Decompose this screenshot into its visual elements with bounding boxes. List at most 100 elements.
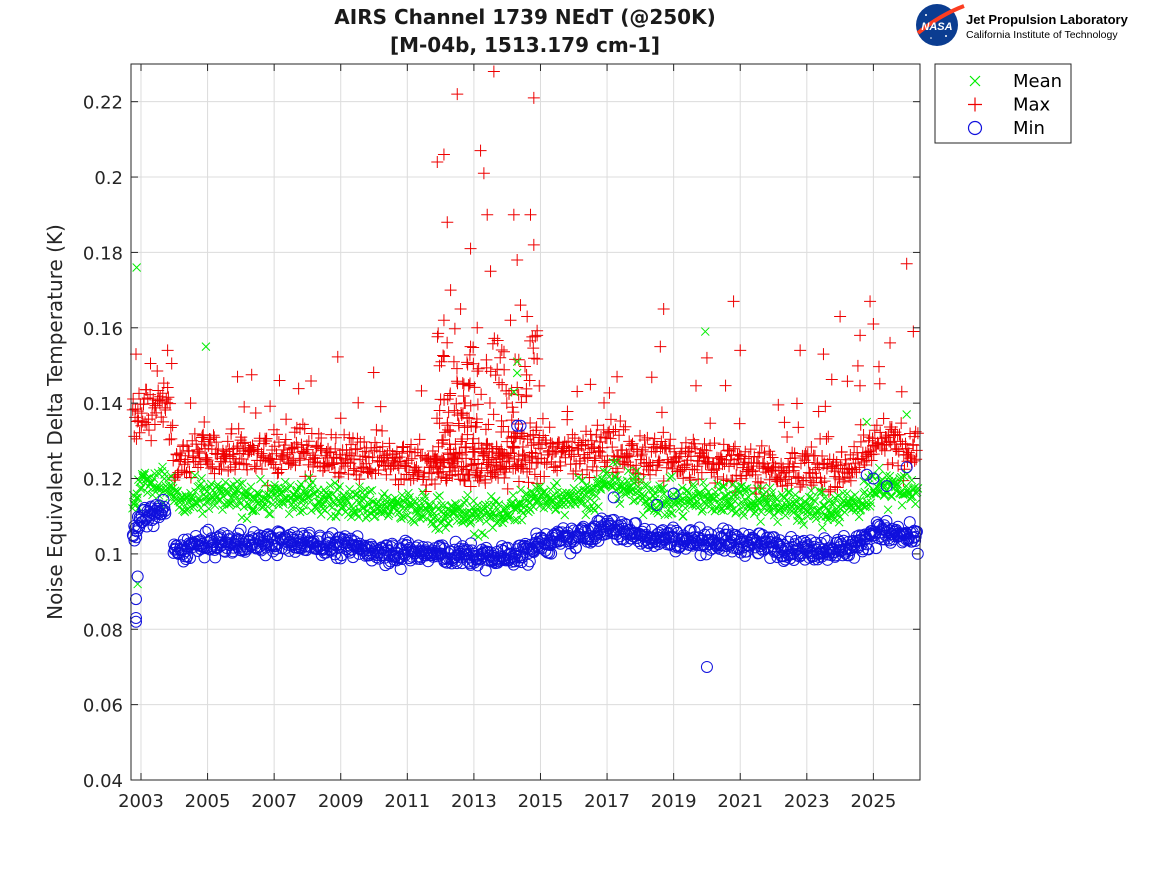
data-point-max [352, 396, 365, 409]
data-point-max [527, 342, 540, 355]
data-point-max [867, 448, 880, 461]
data-point-mean [713, 479, 722, 489]
x-tick-label: 2015 [518, 791, 564, 812]
data-point-mean [582, 503, 592, 513]
data-point-max [443, 425, 456, 438]
data-point-max [781, 430, 794, 443]
data-point-max [520, 382, 533, 395]
outlier-point-max [734, 344, 747, 357]
data-point-max [391, 458, 404, 471]
outlier-point-max [700, 351, 713, 364]
data-point-mean [259, 502, 269, 512]
data-point-min [159, 507, 172, 520]
data-point-max [471, 365, 484, 378]
data-point-min [514, 549, 527, 562]
data-point-max [429, 451, 442, 464]
data-point-mean [480, 530, 490, 540]
outlier-point-max [854, 329, 867, 342]
data-point-max [751, 475, 764, 488]
data-point-max [623, 450, 636, 463]
data-point-min [170, 540, 183, 553]
data-point-max [651, 459, 664, 472]
data-point-mean [665, 473, 675, 483]
data-point-max [782, 458, 795, 471]
data-point-mean [661, 500, 670, 509]
data-point-max [333, 467, 346, 480]
data-point-mean [335, 482, 344, 491]
x-tick-label: 2013 [451, 791, 497, 812]
data-point-mean [260, 479, 270, 489]
data-point-max [285, 441, 298, 454]
data-point-max [591, 419, 604, 432]
data-point-mean [573, 473, 583, 482]
data-point-max [907, 439, 920, 452]
data-point-max [893, 428, 906, 441]
data-point-max [444, 443, 457, 456]
data-point-max [448, 404, 461, 417]
data-point-mean [602, 467, 612, 477]
data-point-mean [785, 487, 794, 497]
data-point-max [802, 456, 815, 469]
data-point-max [472, 437, 485, 450]
data-point-max [692, 473, 705, 486]
data-point-max [863, 431, 876, 444]
outlier-point-min [860, 468, 873, 481]
data-point-max [790, 397, 803, 410]
data-point-mean [213, 480, 223, 490]
data-point-mean [365, 486, 375, 496]
data-point-max [201, 455, 213, 468]
data-point-max [405, 452, 418, 465]
data-point-min [202, 523, 215, 536]
data-point-mean [380, 489, 389, 498]
data-point-max [436, 454, 449, 467]
data-point-max [831, 481, 844, 494]
data-point-max [293, 454, 306, 467]
data-point-max [908, 454, 921, 467]
data-point-mean [789, 504, 799, 514]
data-point-max [461, 358, 474, 371]
data-point-max [388, 452, 401, 465]
data-point-max [491, 334, 504, 347]
outlier-point-mean [201, 342, 211, 351]
data-point-mean [817, 487, 827, 497]
data-point-max [334, 466, 347, 479]
data-point-mean [530, 489, 539, 498]
series-max [126, 65, 924, 502]
data-point-min [351, 530, 364, 543]
data-point-max [467, 357, 480, 370]
data-point-max [181, 440, 194, 453]
data-point-max [163, 433, 176, 446]
data-point-max [148, 401, 161, 414]
data-point-mean [757, 484, 767, 493]
legend-max-marker [968, 97, 982, 112]
data-point-max [878, 444, 891, 457]
data-point-mean [477, 528, 487, 538]
data-point-mean [838, 488, 848, 498]
data-point-max [671, 465, 684, 478]
data-point-mean [764, 507, 774, 517]
data-point-mean [204, 504, 214, 514]
data-point-max [452, 417, 465, 430]
data-point-max [501, 482, 514, 495]
data-point-mean [754, 497, 764, 507]
data-point-max [463, 348, 476, 361]
data-point-mean [245, 490, 255, 500]
data-point-max [562, 435, 575, 448]
outlier-point-min [900, 461, 913, 474]
data-point-max [441, 336, 454, 349]
data-point-mean [819, 493, 829, 503]
outlier-point-mean [509, 387, 519, 397]
data-point-mean [632, 466, 642, 476]
data-point-max [684, 450, 697, 463]
data-point-max [873, 377, 886, 390]
data-point-max [487, 408, 500, 421]
data-point-max [551, 464, 564, 477]
data-point-max [657, 475, 670, 488]
data-point-mean [166, 471, 176, 481]
outlier-point-mean [862, 417, 872, 427]
data-point-max [460, 452, 473, 465]
data-point-mean [194, 493, 203, 503]
data-point-max [188, 427, 201, 440]
data-point-mean [719, 482, 729, 491]
